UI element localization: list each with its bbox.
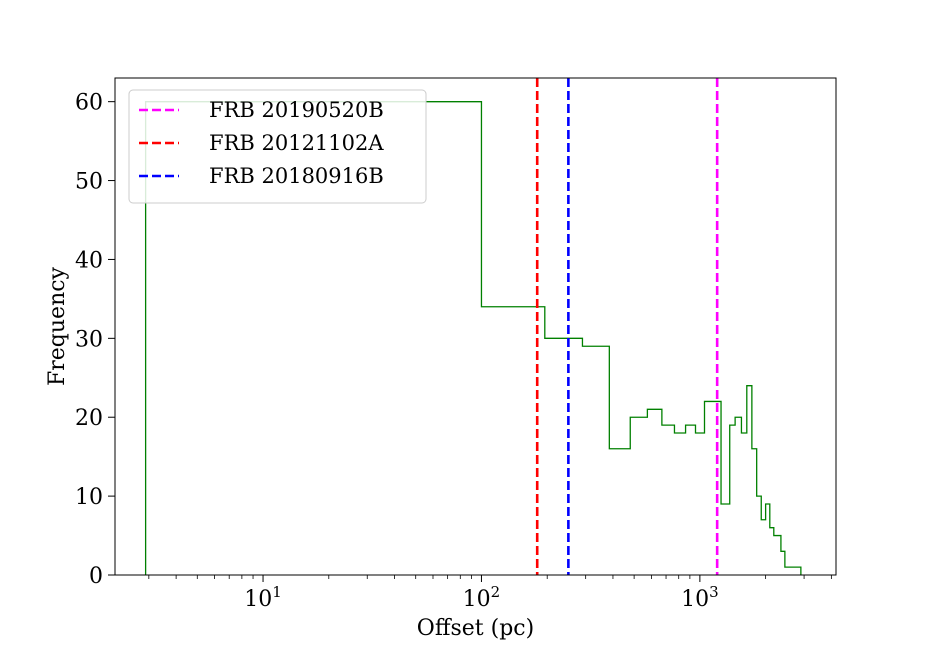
y-tick-label: 40 <box>75 248 103 273</box>
histogram-bin <box>686 425 696 575</box>
legend-label: FRB 20190520B <box>209 98 384 122</box>
x-tick-label: 103 <box>681 583 719 612</box>
histogram-bin <box>770 528 774 575</box>
legend-box <box>128 89 427 204</box>
legend: FRB 20190520B FRB 20121102A FRB 20180916B <box>128 89 427 204</box>
y-axis-label: Frequency <box>45 266 70 386</box>
histogram-bin <box>545 338 583 575</box>
y-tick-label: 20 <box>75 406 103 431</box>
histogram-bin <box>730 425 735 575</box>
histogram-bin <box>774 536 781 575</box>
histogram-bin <box>481 307 544 575</box>
y-tick-label: 10 <box>75 485 103 510</box>
histogram-bin <box>741 433 746 575</box>
histogram-outline <box>144 101 802 575</box>
histogram-bin <box>705 401 722 575</box>
x-tick-label: 101 <box>244 583 282 612</box>
y-tick-label: 0 <box>89 564 103 589</box>
histogram-bin <box>674 433 685 575</box>
plot-frame <box>114 77 837 576</box>
histogram-bin <box>735 417 741 575</box>
histogram-bin <box>696 433 705 575</box>
histogram-bin <box>582 346 609 575</box>
histogram-bin <box>752 449 757 575</box>
histogram-bin <box>721 504 730 575</box>
y-tick-label: 60 <box>75 91 103 116</box>
y-ticks-layer: 0 10 20 30 40 50 60 <box>75 91 115 589</box>
histogram-bin <box>630 417 647 575</box>
x-tick-label: 102 <box>463 583 501 612</box>
x-ticks-layer: 101 102 103 <box>148 575 832 612</box>
y-tick-label: 30 <box>75 327 103 352</box>
histogram-bin <box>747 386 752 575</box>
histogram-bin <box>785 567 801 575</box>
histogram-bin <box>662 425 675 575</box>
legend-label: FRB 20121102A <box>209 131 384 155</box>
histogram-layer <box>144 101 802 575</box>
histogram-bin <box>781 551 785 575</box>
vertical-lines-layer <box>535 78 719 575</box>
x-axis-label: Offset (pc) <box>417 616 534 641</box>
histogram-bin <box>761 520 765 575</box>
legend-label: FRB 20180916B <box>209 164 384 188</box>
histogram-bin <box>766 504 770 575</box>
histogram-bin <box>609 449 630 575</box>
y-tick-label: 50 <box>75 170 103 195</box>
histogram-bin <box>647 409 662 575</box>
histogram-bin <box>757 496 762 575</box>
